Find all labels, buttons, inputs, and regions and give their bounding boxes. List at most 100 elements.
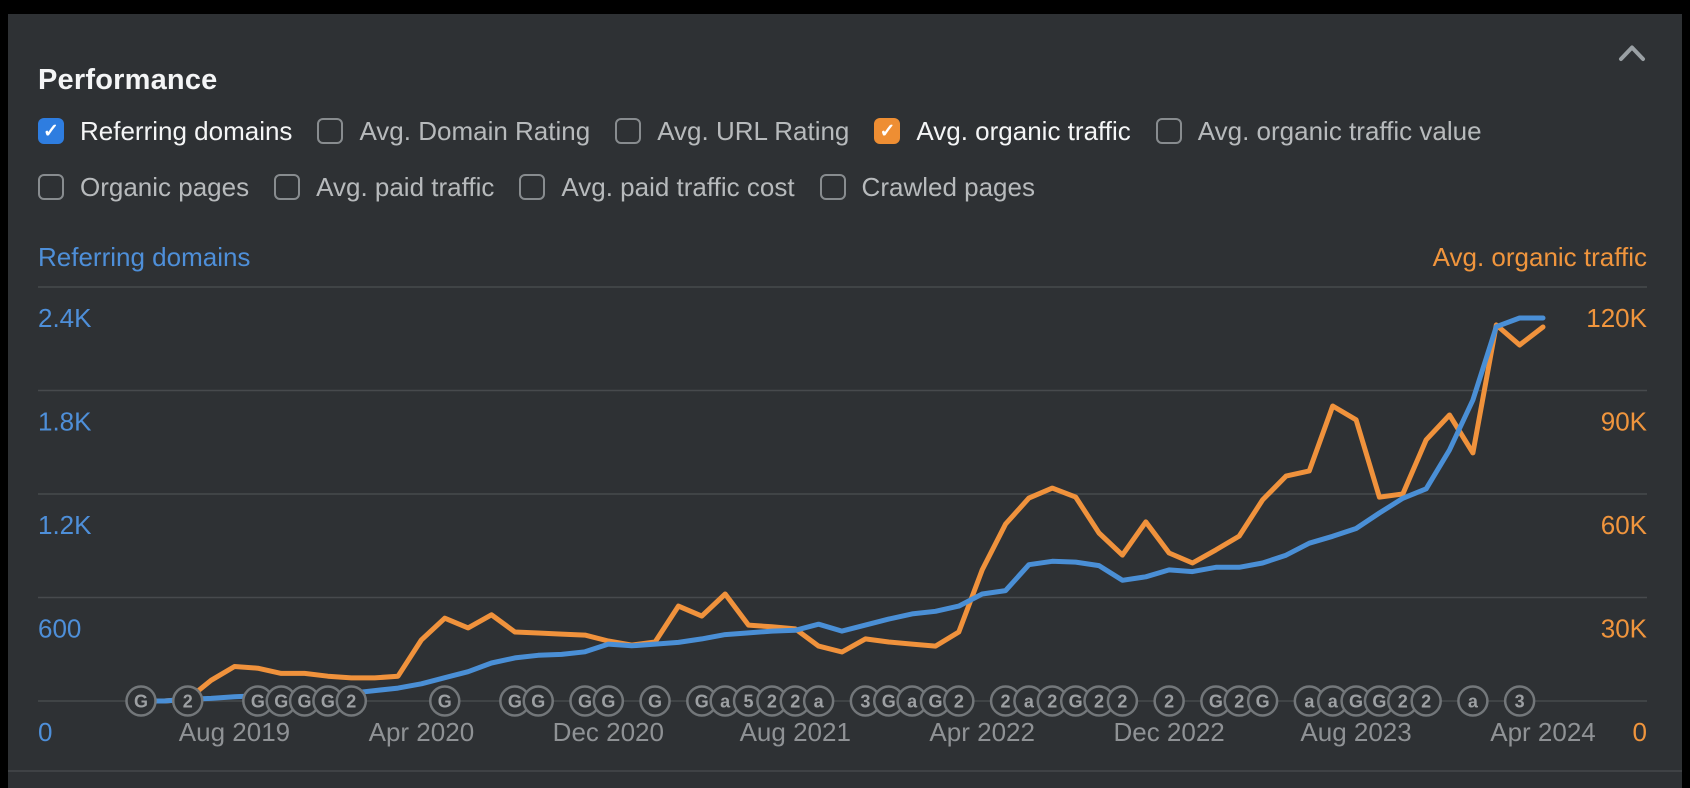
right-axis-tick: 30K xyxy=(1601,614,1648,644)
unchecked-checkbox[interactable] xyxy=(519,174,546,200)
panel-title: Performance xyxy=(38,64,218,96)
series-line-avg-organic-traffic xyxy=(138,322,1546,704)
event-marker-G[interactable] xyxy=(429,685,461,717)
unchecked-checkbox[interactable] xyxy=(317,118,344,144)
event-marker-label: G xyxy=(882,692,896,712)
event-marker-label: 3 xyxy=(1515,692,1525,712)
unchecked-checkbox[interactable] xyxy=(1155,118,1182,144)
event-marker-label: G xyxy=(601,692,615,712)
metric-toggle-avg-organic-traffic[interactable]: ✓ Avg. organic traffic xyxy=(874,116,1131,146)
right-axis-tick: 90K xyxy=(1601,407,1648,437)
event-marker-label: G xyxy=(321,692,335,712)
unchecked-checkbox[interactable] xyxy=(615,118,642,144)
performance-panel xyxy=(8,14,1682,788)
metric-toggle-crawled-pages[interactable]: Crawled pages xyxy=(819,172,1035,202)
event-marker-G[interactable] xyxy=(522,685,554,717)
metric-toggle-label: Avg. organic traffic value xyxy=(1197,116,1482,146)
event-marker-label: 2 xyxy=(1421,692,1431,712)
x-axis-tick: Dec 2020 xyxy=(553,717,664,747)
metric-toggle-avg-domain-rating[interactable]: Avg. Domain Rating xyxy=(317,118,590,144)
event-marker-2[interactable] xyxy=(943,685,975,717)
event-marker-label: 2 xyxy=(183,692,193,712)
metric-toggle-label: Avg. URL Rating xyxy=(657,116,850,146)
event-marker-label: 2 xyxy=(1117,692,1127,712)
metric-toggle-label: Avg. paid traffic xyxy=(316,172,495,202)
panel-divider xyxy=(8,770,1682,772)
left-axis-tick: 1.8K xyxy=(38,407,92,437)
event-marker-label: 2 xyxy=(767,692,777,712)
event-marker-label: 2 xyxy=(1234,692,1244,712)
metric-toggle-label: Crawled pages xyxy=(861,172,1035,202)
event-marker-2[interactable] xyxy=(335,685,368,717)
left-axis-title: Referring domains xyxy=(38,242,251,272)
unchecked-checkbox[interactable] xyxy=(38,174,64,200)
collapse-button[interactable] xyxy=(1612,36,1652,70)
event-marker-label: a xyxy=(1328,692,1339,712)
event-marker-label: 2 xyxy=(1047,692,1057,712)
metric-toggle-row-2: Organic pages Avg. paid traffic Avg. paid … xyxy=(38,174,1482,200)
x-axis-tick: Aug 2019 xyxy=(179,717,290,747)
event-marker-label: 5 xyxy=(744,692,754,712)
metric-toggle-label: Avg. Domain Rating xyxy=(359,116,591,146)
event-marker-label: a xyxy=(1304,692,1315,712)
event-marker-label: G xyxy=(508,692,522,712)
x-axis-tick: Aug 2021 xyxy=(740,717,851,747)
unchecked-checkbox[interactable] xyxy=(819,174,846,200)
event-marker-a[interactable] xyxy=(1457,685,1489,717)
x-axis-tick: Apr 2024 xyxy=(1490,717,1596,747)
metric-toggle-label: Referring domains xyxy=(80,116,293,146)
right-axis-tick: 60K xyxy=(1601,510,1648,540)
event-marker-label: G xyxy=(928,692,942,712)
checked-checkbox[interactable]: ✓ xyxy=(38,118,64,144)
event-marker-label: G xyxy=(438,692,452,712)
event-marker-label: G xyxy=(1372,692,1386,712)
unchecked-checkbox[interactable] xyxy=(274,174,301,200)
event-marker-label: 2 xyxy=(790,692,800,712)
event-marker-label: G xyxy=(1349,692,1363,712)
event-marker-G[interactable] xyxy=(592,685,625,717)
event-marker-a[interactable] xyxy=(802,685,835,717)
chevron-up-icon xyxy=(1619,45,1645,61)
right-axis-title: Avg. organic traffic xyxy=(1432,242,1647,272)
event-marker-2[interactable] xyxy=(1106,685,1139,717)
metric-toggle-referring-domains[interactable]: ✓ Referring domains xyxy=(38,118,292,144)
event-marker-label: a xyxy=(1468,692,1479,712)
event-marker-label: a xyxy=(720,692,731,712)
event-marker-label: a xyxy=(814,692,825,712)
event-marker-3[interactable] xyxy=(1503,685,1536,717)
event-marker-label: G xyxy=(578,692,592,712)
event-marker-label: G xyxy=(1256,692,1270,712)
metric-toggle-label: Organic pages xyxy=(80,172,250,202)
metric-toggle-organic-pages[interactable]: Organic pages xyxy=(38,174,249,200)
checked-checkbox[interactable]: ✓ xyxy=(874,118,901,144)
metric-toggle-avg-paid-traffic[interactable]: Avg. paid traffic xyxy=(274,174,494,200)
metric-toggle-avg-paid-traffic-cost[interactable]: Avg. paid traffic cost xyxy=(519,174,795,200)
left-axis-tick: 0 xyxy=(38,717,52,747)
event-marker-label: G xyxy=(274,692,288,712)
event-marker-G[interactable] xyxy=(125,685,157,717)
left-axis-tick: 2.4K xyxy=(38,303,92,333)
event-marker-G[interactable] xyxy=(639,685,671,717)
event-marker-2[interactable] xyxy=(1410,685,1442,717)
event-marker-label: 2 xyxy=(1164,692,1174,712)
event-marker-2[interactable] xyxy=(171,685,204,717)
left-axis-tick: 600 xyxy=(38,614,81,644)
series-line-referring-domains xyxy=(138,315,1546,704)
event-marker-label: G xyxy=(251,692,265,712)
event-marker-G[interactable] xyxy=(1246,685,1279,717)
metric-toggle-avg-organic-traffic-value[interactable]: Avg. organic traffic value xyxy=(1155,116,1482,146)
metric-toggle-avg-url-rating[interactable]: Avg. URL Rating xyxy=(615,118,849,144)
event-marker-label: a xyxy=(1024,692,1035,712)
right-axis-tick: 120K xyxy=(1586,303,1647,333)
event-marker-label: 2 xyxy=(1001,692,1011,712)
metric-toggle-row-1: ✓ Referring domains Avg. Domain Rating Avg.… xyxy=(38,118,1482,144)
metric-toggle-label: Avg. organic traffic xyxy=(916,116,1131,146)
checkmark-icon: ✓ xyxy=(879,120,896,142)
event-marker-label: 2 xyxy=(954,692,964,712)
x-axis-tick: Aug 2023 xyxy=(1300,717,1411,747)
event-marker-2[interactable] xyxy=(1153,685,1185,717)
event-marker-label: G xyxy=(298,692,312,712)
metric-toggles: ✓ Referring domains Avg. Domain Rating Avg.… xyxy=(38,118,1482,200)
event-marker-label: 2 xyxy=(1398,692,1408,712)
